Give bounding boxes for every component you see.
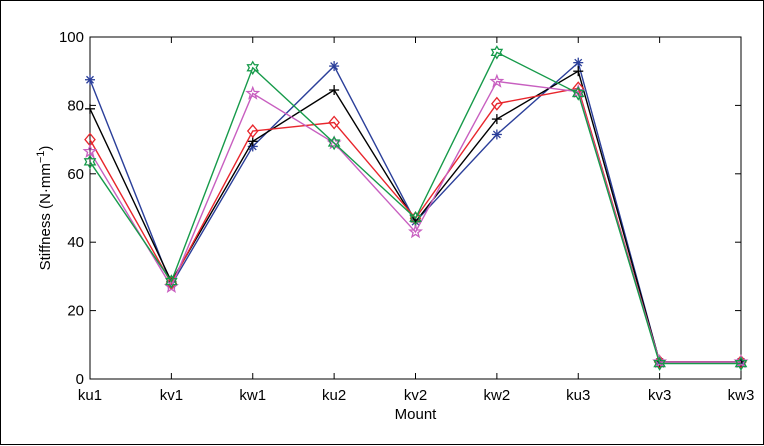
data-point — [246, 124, 259, 139]
data-point — [82, 143, 98, 158]
marker-shape — [246, 124, 259, 139]
marker-stroke — [86, 75, 94, 84]
y-axis-label-exponent: −1 — [35, 151, 47, 164]
data-point — [734, 356, 748, 371]
marker-shape — [328, 115, 340, 130]
data-point — [409, 210, 422, 226]
marker-shape — [409, 210, 422, 226]
x-axis: ku1 kv1 kw1 ku2 kv2 kw2 ku3 kv3 kw3 — [78, 37, 754, 404]
marker-stroke — [330, 62, 339, 71]
data-point — [85, 103, 95, 114]
data-point — [329, 85, 340, 96]
y-tick-label: 80 — [67, 97, 84, 114]
marker-shape — [408, 224, 423, 239]
y-tick-label: 0 — [76, 371, 84, 388]
data-point — [85, 74, 95, 85]
series-group — [82, 45, 749, 371]
marker-shape — [83, 154, 97, 170]
x-tick-label: kw1 — [239, 387, 266, 404]
data-point — [490, 45, 504, 60]
marker-stroke — [492, 130, 501, 139]
data-point — [245, 85, 261, 100]
y-axis: 0 20 40 60 80 100 — [59, 29, 741, 388]
series-5 — [83, 45, 748, 371]
data-point — [491, 114, 502, 125]
data-point — [165, 274, 178, 289]
data-point — [327, 135, 341, 151]
marker-stroke — [248, 142, 257, 151]
plot-area — [89, 36, 742, 380]
marker-shape — [653, 356, 666, 371]
marker-shape — [571, 86, 585, 101]
x-tick-label: kv3 — [648, 387, 671, 404]
x-tick-label: ku1 — [78, 387, 102, 404]
data-point — [329, 61, 340, 72]
y-axis-label: Stiffness (N·mm−1) — [35, 146, 54, 271]
data-point — [491, 96, 503, 111]
series-line — [89, 51, 741, 365]
data-point — [408, 224, 423, 239]
marker-shape — [165, 274, 178, 289]
x-tick-label: kw2 — [484, 387, 511, 404]
data-point — [573, 57, 584, 68]
x-tick-label: kv2 — [404, 387, 427, 404]
x-tick-label: kw3 — [728, 387, 755, 404]
data-point — [489, 73, 505, 88]
marker-shape — [489, 73, 505, 88]
data-point — [83, 154, 97, 170]
y-tick-label: 100 — [59, 29, 84, 46]
marker-stroke — [574, 58, 583, 67]
y-axis-label-end: ) — [37, 146, 54, 151]
data-point — [573, 66, 584, 77]
data-point — [653, 356, 666, 371]
data-point — [246, 60, 260, 76]
marker-shape — [490, 45, 504, 60]
x-tick-label: ku3 — [566, 387, 590, 404]
data-point — [491, 129, 502, 140]
marker-shape — [82, 143, 98, 158]
marker-shape — [245, 85, 261, 100]
marker-shape — [327, 135, 341, 151]
marker-shape — [734, 356, 748, 371]
x-tick-label: ku2 — [322, 387, 346, 404]
x-axis-label: Mount — [395, 406, 438, 423]
y-tick-label: 40 — [67, 234, 84, 251]
marker-shape — [491, 96, 503, 111]
marker-shape — [246, 60, 260, 76]
data-point — [571, 86, 585, 101]
plot-border — [89, 36, 742, 380]
x-tick-label: kv1 — [160, 387, 183, 404]
y-tick-label: 20 — [67, 303, 84, 320]
data-point — [328, 115, 340, 130]
y-tick-label: 60 — [67, 166, 84, 183]
series-line — [89, 70, 741, 363]
y-axis-label-main: Stiffness (N·mm — [37, 163, 54, 270]
